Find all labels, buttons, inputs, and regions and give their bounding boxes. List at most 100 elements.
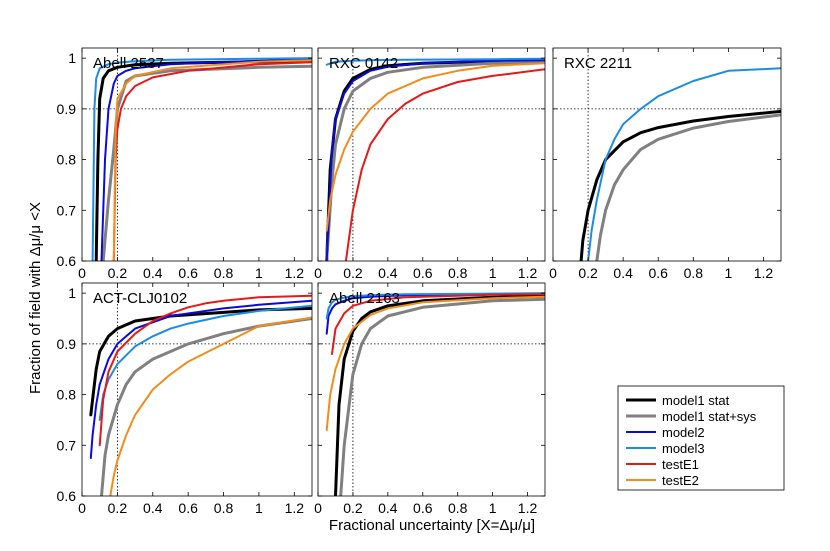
y-tick-label: 0.9 (57, 336, 77, 352)
x-tick-label: 1.2 (285, 500, 305, 516)
panel-title: RXC 2211 (564, 55, 632, 72)
x-tick-label: 0 (78, 265, 86, 281)
y-tick-label: 1 (68, 285, 76, 301)
y-tick-label: 0.7 (57, 202, 77, 218)
x-tick-label: 1.2 (754, 265, 774, 281)
series-line-teste2 (109, 316, 312, 496)
legend-label-model3: model3 (662, 441, 705, 456)
x-tick-label: 0.4 (143, 500, 163, 516)
legend-label-testE2: testE2 (662, 473, 699, 488)
x-tick-label: 0.8 (448, 265, 468, 281)
plot-frame (81, 282, 313, 497)
legend-label-model1-stat-sys: model1 stat+sys (662, 409, 757, 424)
series-line-model1-stat (89, 306, 312, 417)
x-tick-label: 0.6 (413, 500, 433, 516)
series-line-teste1 (112, 61, 312, 261)
series-line-model3 (325, 292, 545, 320)
x-tick-label: 0.8 (214, 265, 234, 281)
series-group (325, 292, 545, 496)
x-tick-label: 1 (255, 500, 263, 516)
series-line-model1-stat-sys (100, 317, 312, 496)
y-axis-label: Fraction of field with Δμ/μ <X (27, 202, 44, 394)
x-tick-label: 1.2 (518, 265, 538, 281)
x-tick-label: 0.4 (613, 265, 633, 281)
legend-label-model1-stat: model1 stat (662, 393, 730, 408)
y-tick-label: 0.8 (57, 152, 77, 168)
x-tick-label: 1 (489, 265, 497, 281)
series-group (579, 67, 781, 261)
y-tick-label: 0.9 (57, 101, 77, 117)
x-tick-label: 0.2 (108, 500, 128, 516)
panel-title: Abell 2537 (93, 55, 164, 72)
series-line-model3 (587, 67, 781, 261)
x-tick-label: 0.8 (684, 265, 704, 281)
x-tick-label: 1.2 (518, 500, 538, 516)
panel-abell-2537: 0 0.2 0.4 0.6 0.8 1 1.2 0.6 0.7 0.8 0.9 1 Abell 2537 (57, 47, 313, 281)
x-tick-label: 1 (255, 265, 263, 281)
x-tick-label: 0.4 (378, 265, 398, 281)
x-tick-label: 1.2 (285, 265, 305, 281)
x-tick-label: 0.8 (448, 500, 468, 516)
x-tick-label: 0.6 (178, 265, 198, 281)
series-group (325, 57, 545, 261)
panel-rxc-2211: 0 0.2 0.4 0.6 0.8 1 1.2 RXC 2211 (549, 47, 782, 281)
series-line-model1-stat-sys (101, 64, 312, 261)
x-tick-label: 0 (78, 500, 86, 516)
x-tick-label: 0.2 (108, 265, 128, 281)
y-tick-label: 0.6 (57, 253, 77, 269)
legend: model1 stat model1 stat+sys model2 model… (617, 385, 785, 491)
panel-act-clj0102: 0 0.2 0.4 0.6 0.8 1 1.2 0.6 0.7 0.8 0.9 1 ACT-CLJ010… (57, 282, 313, 516)
plot-frame (552, 47, 782, 262)
x-tick-label: 0.6 (178, 500, 198, 516)
y-tick-label: 0.7 (57, 437, 77, 453)
plot-frame (317, 282, 546, 497)
x-tick-label: 0.2 (343, 265, 363, 281)
panel-abell-2163: 0 0.2 0.4 0.6 0.8 1 1.2 Abell 2163 (314, 282, 546, 516)
plot-area (82, 48, 312, 261)
y-tick-label: 0.6 (57, 488, 77, 504)
x-tick-label: 0 (314, 265, 322, 281)
panels-layer: 0 0.2 0.4 0.6 0.8 1 1.2 0.6 0.7 0.8 0.9 1 Abell 2537… (57, 47, 782, 516)
x-tick-label: 0.6 (413, 265, 433, 281)
panel-title: RXC 0142 (329, 55, 398, 72)
series-group (91, 57, 312, 261)
series-line-model1-stat (334, 294, 545, 496)
series-line-model3 (91, 57, 312, 261)
series-line-model1-stat (579, 109, 781, 261)
x-tick-label: 1 (489, 500, 497, 516)
series-line-teste1 (331, 293, 545, 355)
legend-box (617, 385, 785, 491)
series-group (89, 294, 312, 496)
series-line-model1-stat-sys (325, 60, 545, 261)
x-tick-label: 1 (724, 265, 732, 281)
plot-area (318, 48, 545, 261)
x-tick-label: 0 (549, 265, 557, 281)
series-line-teste2 (112, 59, 312, 261)
series-line-model3 (325, 57, 545, 66)
x-tick-label: 0.4 (378, 500, 398, 516)
plot-area (82, 283, 312, 496)
series-line-model2 (89, 299, 312, 459)
series-line-model1-stat-sys (339, 297, 545, 496)
x-tick-label: 0.4 (143, 265, 163, 281)
series-line-model2 (100, 58, 312, 261)
x-tick-label: 0.2 (343, 500, 363, 516)
series-line-teste2 (325, 295, 545, 432)
series-line-model1-stat-sys (595, 113, 781, 261)
panel-title: ACT-CLJ0102 (93, 290, 187, 307)
y-tick-label: 1 (68, 50, 76, 66)
legend-label-model2: model2 (662, 425, 705, 440)
series-line-teste1 (98, 294, 312, 447)
plot-area (553, 48, 781, 261)
x-tick-label: 0.2 (578, 265, 598, 281)
series-line-model2 (325, 59, 545, 261)
x-tick-label: 0.6 (648, 265, 668, 281)
plot-frame (317, 47, 546, 262)
plot-frame (81, 47, 313, 262)
x-tick-label: 0.8 (214, 500, 234, 516)
panel-rxc-0142: 0 0.2 0.4 0.6 0.8 1 1.2 RXC 0142 (314, 47, 546, 281)
x-axis-label: Fractional uncertainty [X=Δμ/μ] (329, 517, 535, 534)
legend-label-testE1: testE1 (662, 457, 699, 472)
series-line-teste1 (344, 68, 545, 261)
